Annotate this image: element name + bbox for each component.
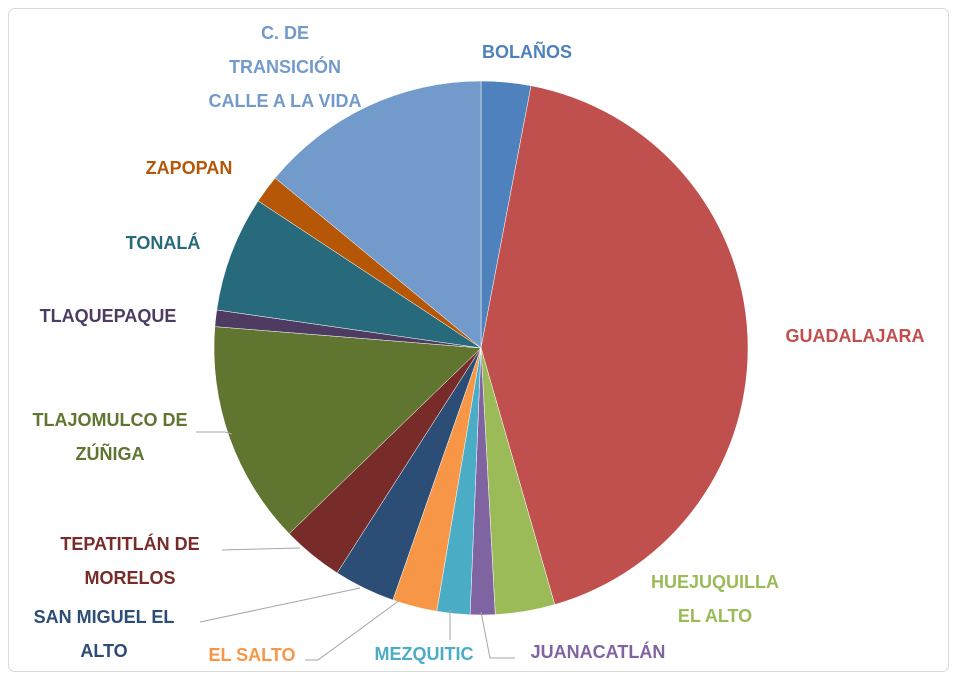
slice-label: SAN MIGUEL EL ALTO (33, 607, 175, 661)
leader-line (305, 599, 401, 661)
leader-line (480, 611, 515, 659)
slice-label: TONALÁ (125, 233, 201, 253)
pie-slice (274, 80, 482, 349)
slice-label: C. DE TRANSICIÓN CALLE A LA VIDA (208, 23, 362, 111)
pie-slice (216, 200, 482, 349)
leader-line (221, 547, 301, 551)
slice-label: TLAQUEPAQUE (39, 306, 177, 326)
slice-label: EL SALTO (208, 645, 296, 665)
slice-label: HUEJUQUILLA EL ALTO (650, 572, 779, 626)
slice-label: TEPATITLÁN DE MORELOS (60, 534, 200, 588)
slice-label: MEZQUITIC (374, 644, 474, 664)
pie-slice (213, 326, 482, 535)
slice-label: ZAPOPAN (145, 158, 233, 178)
slice-label: GUADALAJARA (785, 326, 925, 346)
slice-label: TLAJOMULCO DE ZÚÑIGA (32, 410, 188, 464)
slice-label: BOLAÑOS (482, 42, 572, 62)
leader-line (196, 431, 233, 435)
pie-slice (480, 85, 749, 605)
leader-line (199, 587, 361, 623)
slice-label: JUANACATLÁN (530, 642, 666, 662)
